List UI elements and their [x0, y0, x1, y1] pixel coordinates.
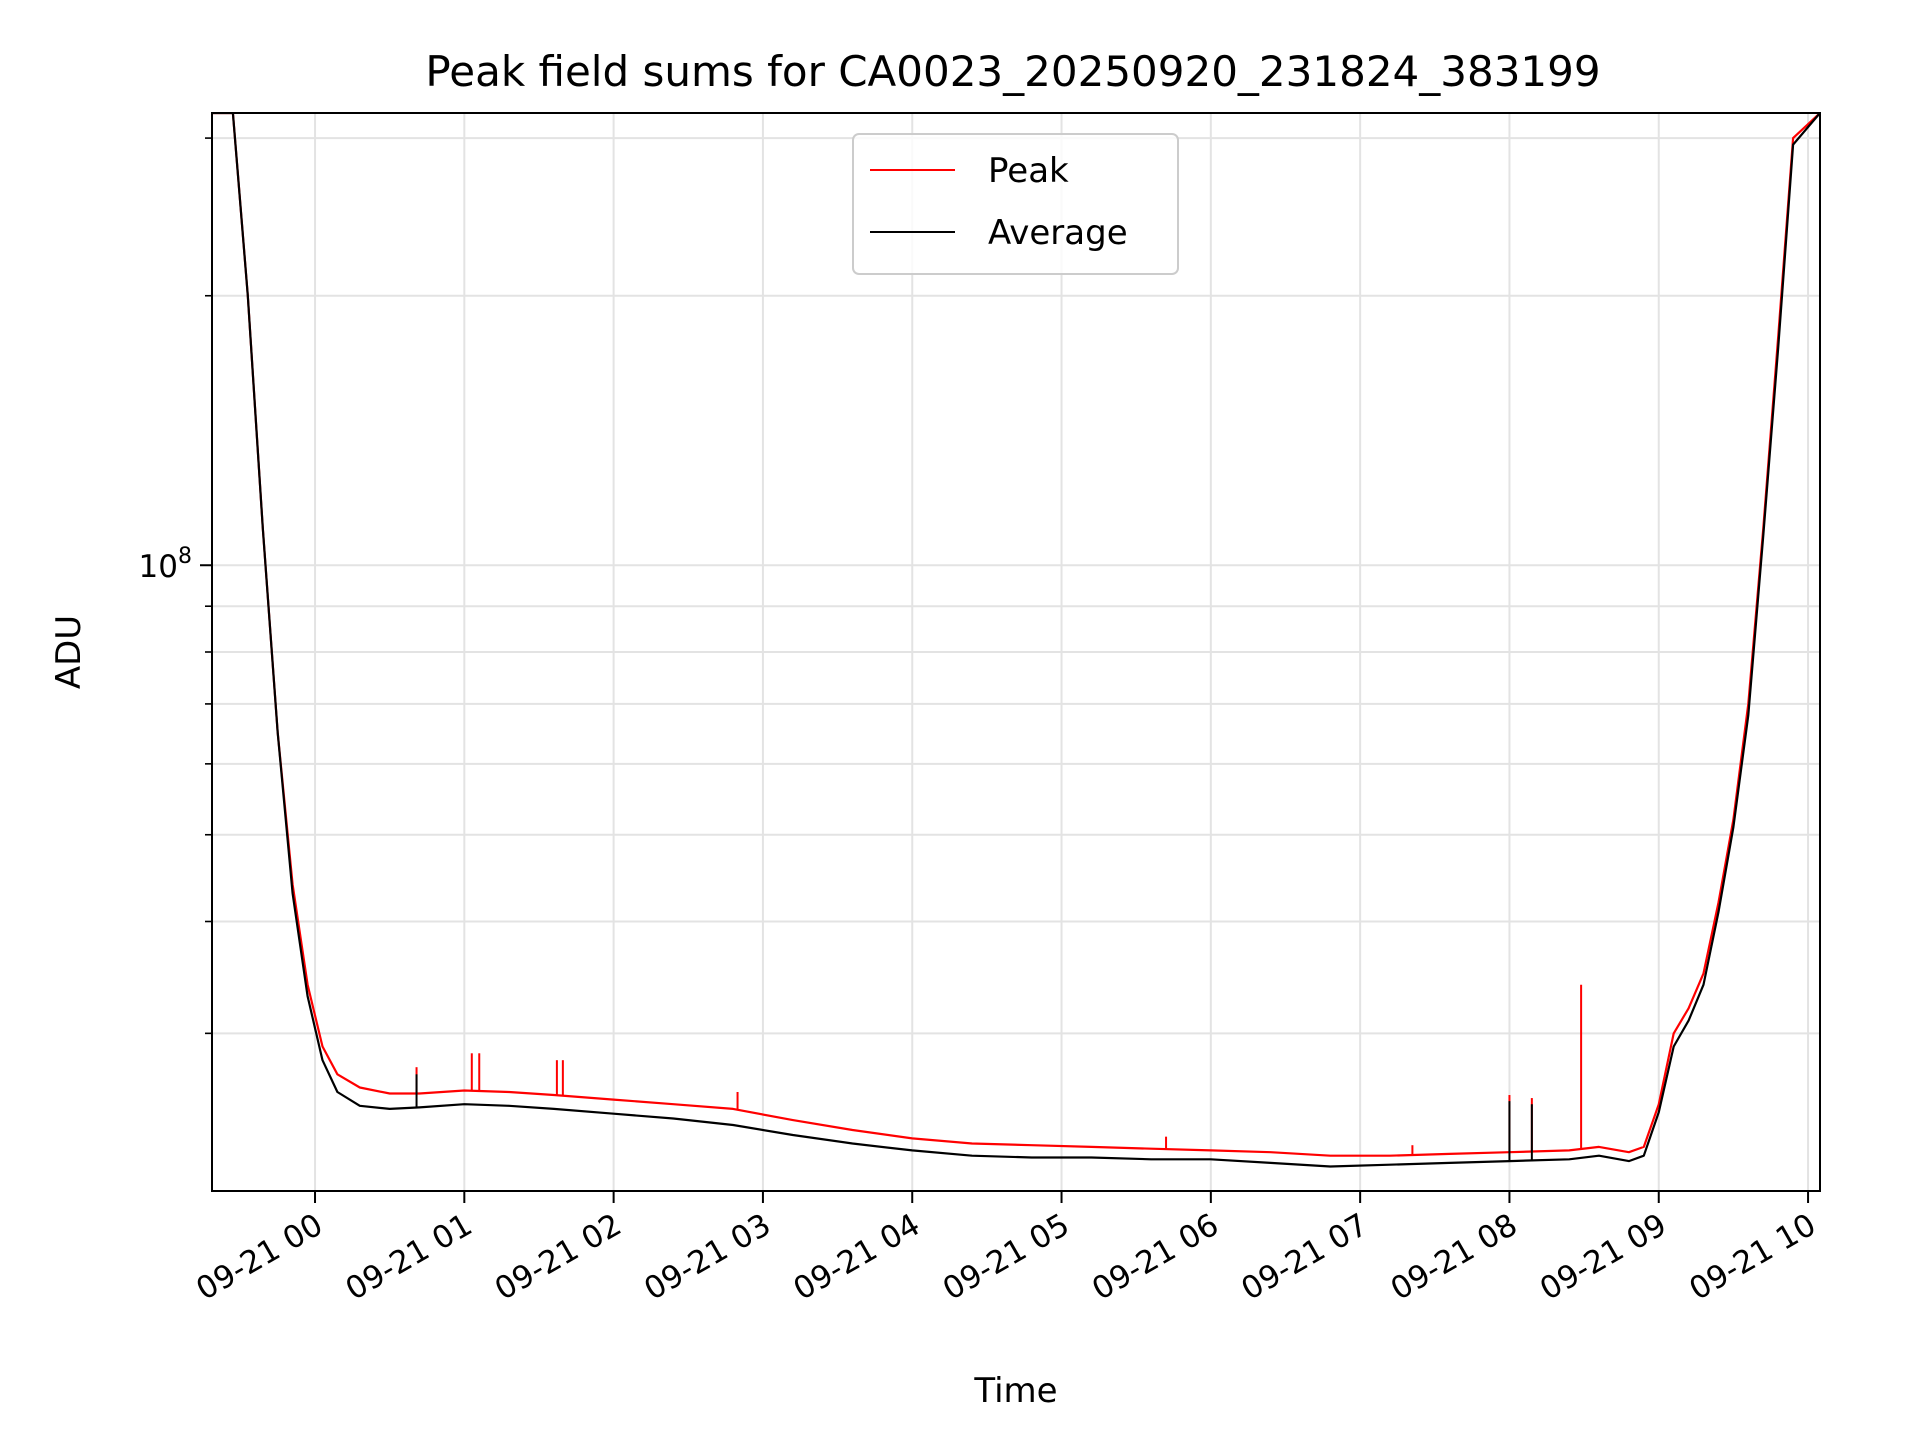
grid: [212, 113, 1820, 1191]
legend-label-peak: Peak: [988, 151, 1069, 191]
series-layer: [212, 113, 1820, 1168]
y-axis: 108: [139, 137, 212, 1035]
legend: Peak Average: [852, 133, 1179, 275]
series-line-peak: [212, 113, 1820, 1157]
y-axis-title: ADU: [49, 615, 89, 689]
series-line-average: [212, 113, 1820, 1168]
y-tick-label: 108: [139, 544, 192, 585]
x-axis-title: Time: [973, 1371, 1057, 1411]
y-tick-label-exponent: 8: [178, 544, 192, 569]
y-tick-label-base: 10: [139, 549, 178, 585]
legend-label-average: Average: [988, 213, 1128, 253]
chart-title: Peak field sums for CA0023_20250920_2318…: [425, 47, 1600, 96]
